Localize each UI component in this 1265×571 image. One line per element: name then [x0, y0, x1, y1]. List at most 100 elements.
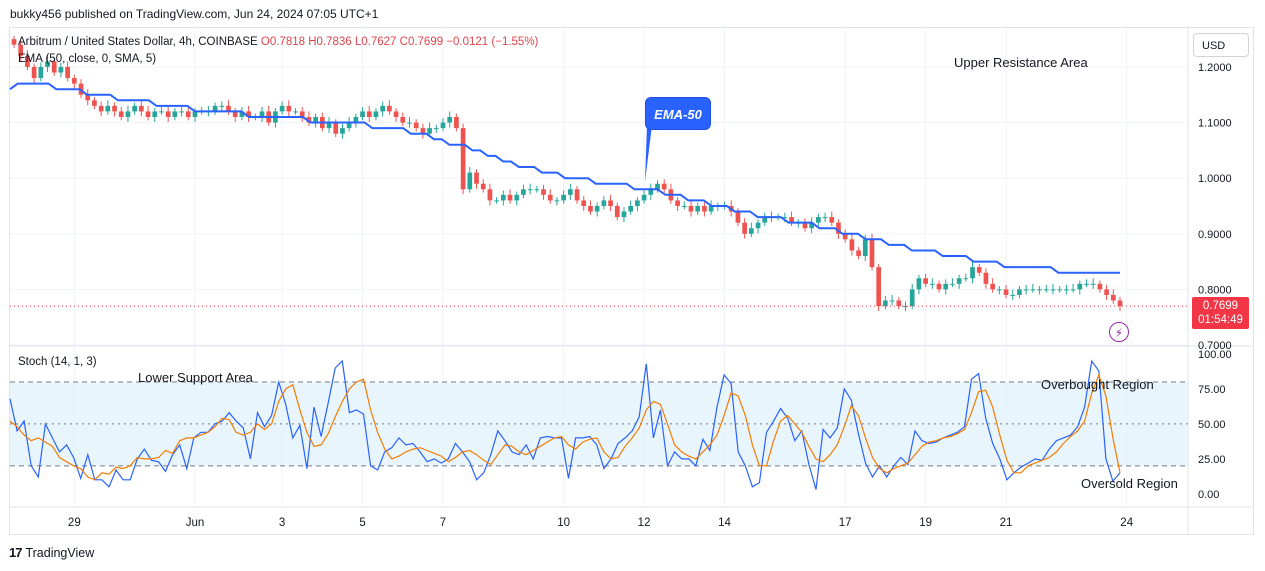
- price-tick-label: 1.1000: [1198, 118, 1232, 130]
- candle: [18, 40, 24, 61]
- candle: [547, 189, 553, 204]
- ema-callout-pointer: [645, 125, 652, 182]
- footer-brand[interactable]: 17 TradingView: [9, 545, 94, 560]
- candle: [809, 217, 815, 234]
- stoch-tick-label: 0.00: [1198, 489, 1219, 501]
- candle: [789, 211, 794, 226]
- time-tick-label: 7: [440, 517, 446, 529]
- price-legend: Arbitrum / United States Dollar, 4h, COI…: [18, 36, 538, 48]
- candle: [105, 100, 111, 115]
- candle: [648, 183, 654, 200]
- candle: [594, 202, 600, 217]
- lightning-icon[interactable]: ⚡: [1109, 322, 1129, 342]
- chart-frame: [9, 27, 1254, 535]
- time-tick-label: 10: [557, 517, 570, 529]
- candle: [950, 278, 955, 288]
- candle: [212, 102, 218, 115]
- candle: [132, 102, 138, 115]
- ema-legend-label: EMA (50, close, 0, SMA, 5): [18, 53, 157, 65]
- time-tick-label: Jun: [186, 517, 205, 529]
- time-axis: 29 Jun 3 5 7 10 12 14 17 19 21 24: [68, 517, 1134, 529]
- candle: [11, 35, 17, 49]
- candle: [353, 113, 359, 128]
- candle: [923, 273, 928, 288]
- candle: [279, 101, 285, 115]
- candle: [842, 229, 848, 243]
- price-tick-label: 0.8000: [1198, 284, 1232, 296]
- candle: [1057, 286, 1063, 293]
- candle: [628, 200, 634, 215]
- stoch-tick-label: 50.00: [1198, 419, 1226, 431]
- currency-button[interactable]: USD: [1193, 33, 1249, 57]
- candle: [232, 108, 238, 122]
- candle: [708, 200, 714, 215]
- candle: [118, 106, 124, 121]
- candle: [373, 108, 379, 121]
- candle: [387, 100, 392, 115]
- time-tick-label: 21: [1000, 517, 1013, 529]
- candle: [85, 89, 91, 106]
- candle: [976, 263, 982, 277]
- candle: [802, 218, 808, 232]
- candle: [480, 179, 486, 193]
- bar-countdown: 01:54:49: [1198, 314, 1243, 326]
- candle: [239, 106, 245, 121]
- candle: [71, 74, 77, 89]
- price-axis: 1.2000 1.1000 1.0000 0.9000 0.8000 0.7000: [1198, 62, 1232, 352]
- candle: [588, 200, 593, 215]
- candle: [1077, 280, 1083, 295]
- candle: [896, 297, 902, 310]
- candle: [849, 233, 855, 256]
- candle: [259, 106, 265, 122]
- candle: [38, 62, 44, 82]
- candle: [916, 274, 922, 295]
- candle: [152, 108, 158, 122]
- candle: [306, 111, 312, 126]
- price-tick-label: 1.2000: [1198, 62, 1232, 74]
- candle: [963, 273, 969, 282]
- candle: [494, 197, 499, 204]
- candle: [1090, 278, 1096, 289]
- candle: [313, 113, 318, 128]
- candle: [534, 185, 540, 193]
- candle: [460, 123, 466, 195]
- candle: [755, 219, 761, 234]
- candle: [1037, 286, 1042, 295]
- candle: [829, 211, 835, 226]
- time-tick-label: 24: [1120, 517, 1133, 529]
- candle: [990, 278, 995, 293]
- candle: [568, 183, 573, 200]
- brand-name: TradingView: [25, 545, 95, 560]
- candle: [433, 124, 439, 134]
- candle: [608, 194, 613, 211]
- candle: [454, 113, 459, 132]
- candle: [876, 263, 882, 312]
- candle: [25, 50, 30, 71]
- candle: [1017, 286, 1022, 299]
- candle: [1097, 280, 1103, 293]
- candle: [541, 184, 546, 200]
- candle: [51, 58, 57, 76]
- candle: [883, 296, 888, 310]
- upper-resistance-label: Upper Resistance Area: [954, 55, 1088, 70]
- candle: [286, 100, 292, 117]
- candle: [293, 108, 298, 115]
- candle: [641, 190, 647, 204]
- candle: [983, 268, 989, 289]
- candle: [179, 106, 184, 117]
- candle: [836, 219, 841, 239]
- ema-50-line: [9, 82, 1120, 274]
- tradingview-logo-icon: 17: [9, 545, 23, 560]
- candle: [822, 212, 828, 223]
- stoch-legend: Stoch (14, 1, 3): [18, 356, 97, 368]
- candle: [92, 96, 97, 110]
- ema-50-callout: EMA-50: [645, 97, 711, 130]
- stoch-tick-label: 25.00: [1198, 454, 1226, 466]
- price-tick-label: 0.9000: [1198, 229, 1232, 241]
- candle: [420, 123, 426, 139]
- time-tick-label: 12: [638, 517, 651, 529]
- published-header: bukky456 published on TradingView.com, J…: [10, 7, 379, 21]
- candle: [393, 108, 399, 122]
- candle: [487, 183, 493, 206]
